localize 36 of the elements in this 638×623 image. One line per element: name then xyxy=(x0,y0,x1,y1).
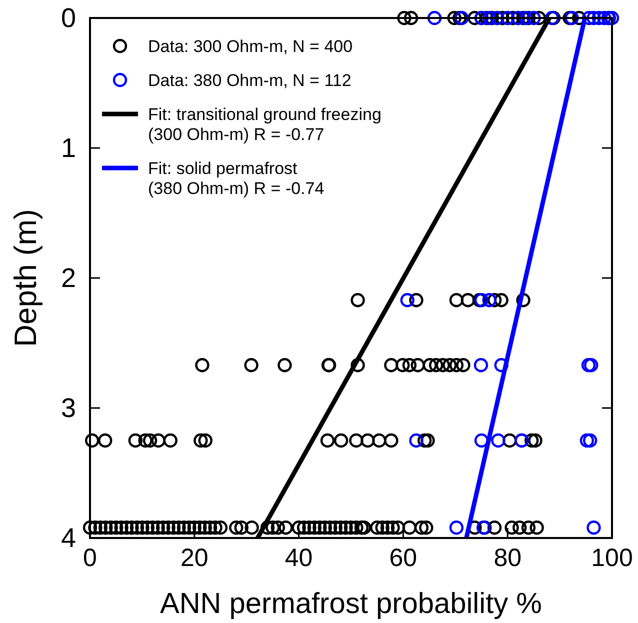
y-tick-label: 4 xyxy=(60,523,76,553)
point xyxy=(427,10,442,26)
point xyxy=(474,433,489,448)
point xyxy=(400,293,414,308)
x-tick-label: 80 xyxy=(494,544,522,572)
point xyxy=(482,293,496,308)
y-tick-label: 2 xyxy=(60,263,76,293)
legend-label: Data: 380 Ohm-m, N = 112 xyxy=(148,71,352,90)
x-tick-label: 40 xyxy=(284,544,313,572)
point xyxy=(526,10,541,26)
y-tick-label: 1 xyxy=(60,133,76,163)
legend-label: Fit: transitional ground freezing (300 Ohm-m) R = -0.77 xyxy=(148,105,382,144)
point xyxy=(482,10,496,26)
point xyxy=(494,358,508,372)
legend-label: Fit: solid permafrost (380 Ohm-m) R = -0.74 xyxy=(148,159,324,198)
x-tick-label: 60 xyxy=(389,544,418,572)
point xyxy=(586,520,601,535)
point xyxy=(454,10,469,26)
x-tick-label: 20 xyxy=(180,544,208,572)
point xyxy=(449,520,464,535)
point xyxy=(582,433,598,448)
y-tick-label: 0 xyxy=(60,3,76,33)
point xyxy=(409,433,424,448)
point xyxy=(604,10,620,26)
point xyxy=(581,358,596,372)
legend-label: Data: 300 Ohm-m, N = 400 xyxy=(148,37,353,56)
x-axis-title: ANN permafrost probability % xyxy=(160,588,542,620)
point xyxy=(518,10,533,26)
x-tick-label: 100 xyxy=(591,544,633,572)
point xyxy=(584,358,598,372)
point xyxy=(474,358,488,372)
point xyxy=(580,433,594,448)
y-axis-title: Depth (m) xyxy=(8,209,43,347)
x-tick-label: 0 xyxy=(83,544,97,572)
point xyxy=(491,433,506,448)
y-tick-label: 3 xyxy=(60,393,76,423)
